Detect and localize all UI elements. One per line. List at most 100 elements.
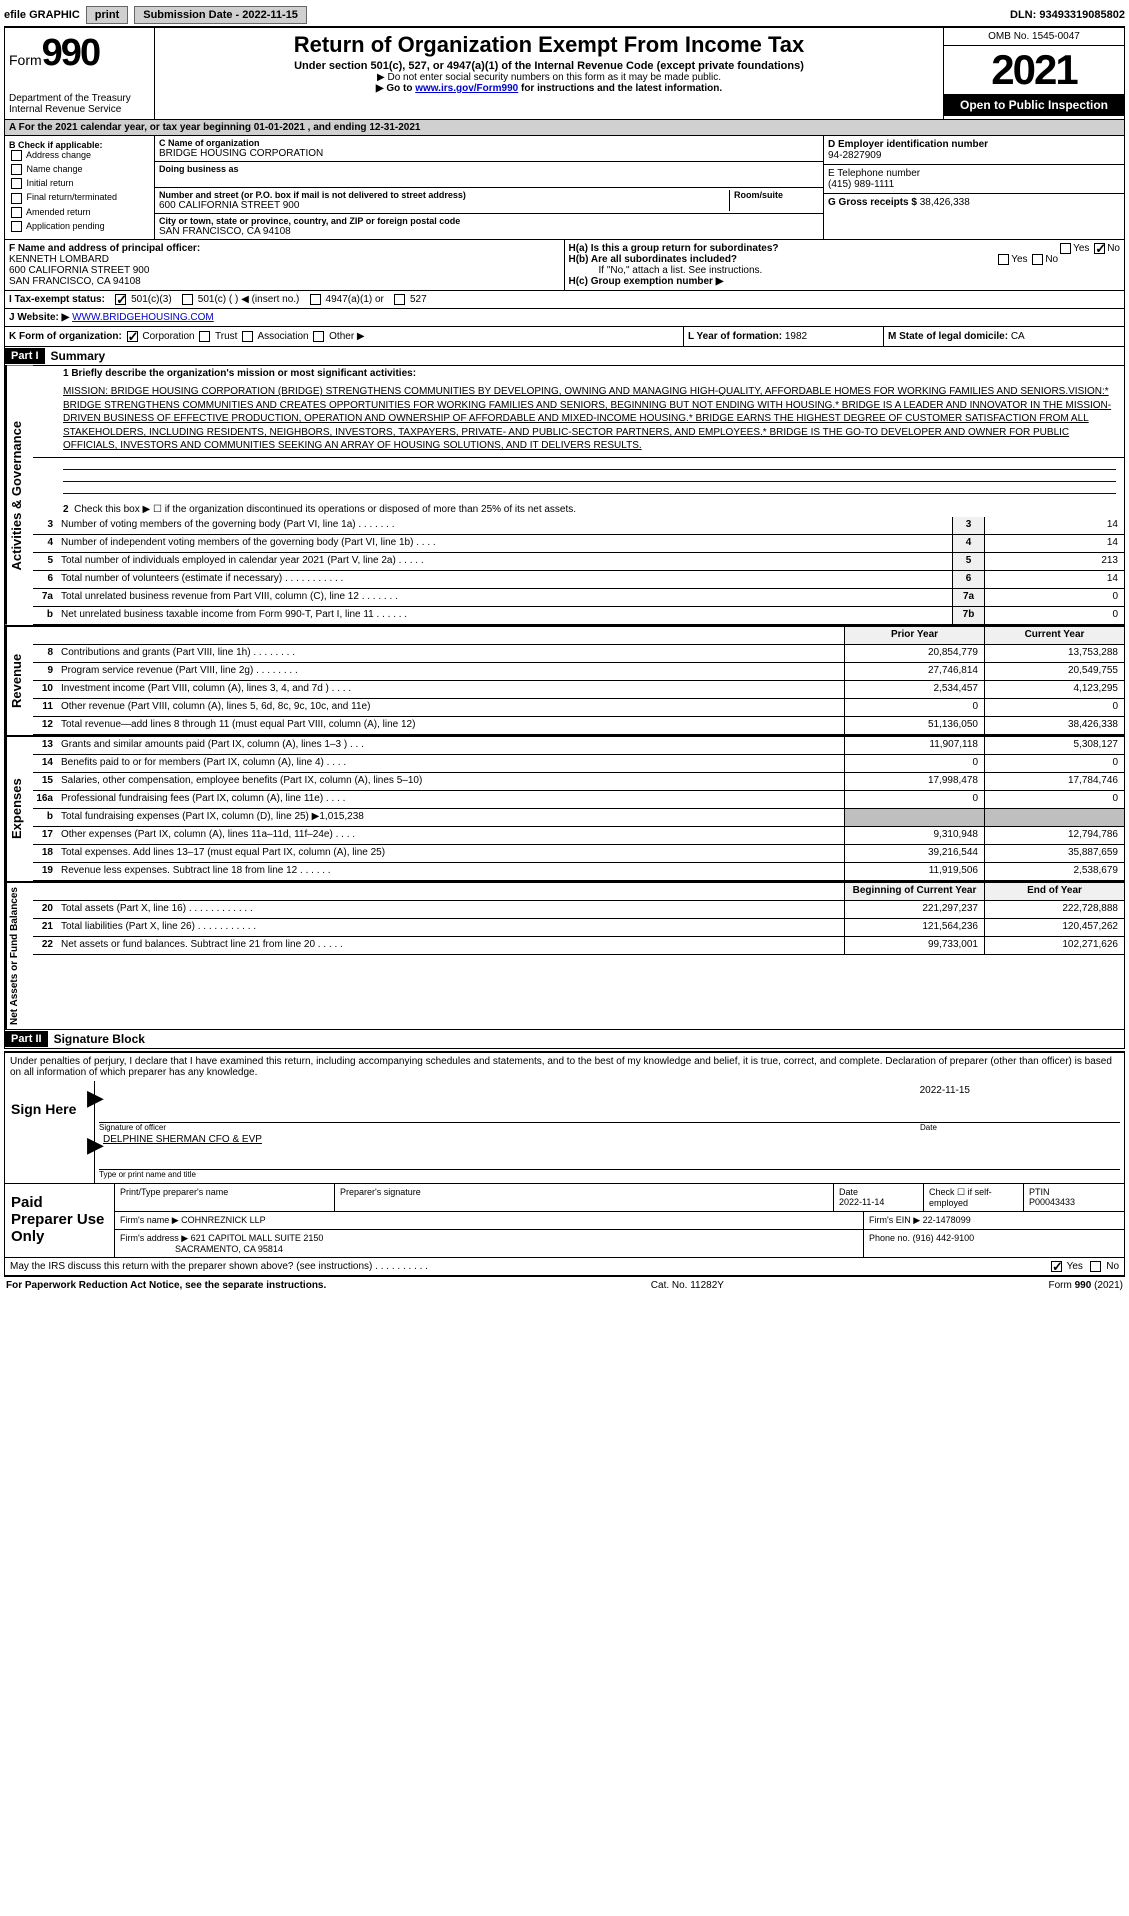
fh-block: F Name and address of principal officer:… [4,240,1125,291]
h-b: H(b) Are all subordinates included? Yes … [569,254,1121,265]
checkbox-icon[interactable] [1090,1261,1101,1272]
officer-printed-name: DELPHINE SHERMAN CFO & EVP [103,1134,262,1145]
officer-addr2: SAN FRANCISCO, CA 94108 [9,276,560,287]
phone-label: E Telephone number [828,168,1120,179]
part2-tag: Part II [5,1031,48,1047]
table-row: bTotal fundraising expenses (Part IX, co… [33,809,1124,827]
irs-link[interactable]: www.irs.gov/Form990 [415,83,518,94]
table-row: bNet unrelated business taxable income f… [33,607,1124,625]
arrow-icon: ▶ [87,1132,104,1158]
form-header: Form990 Department of the Treasury Inter… [4,28,1125,120]
box-c: C Name of organization BRIDGE HOUSING CO… [155,136,824,239]
section-governance: Activities & Governance 1 Briefly descri… [4,366,1125,627]
box-b-title: B Check if applicable: [9,140,150,150]
form-prefix: Form [9,52,42,68]
checkbox-icon[interactable] [115,294,126,305]
opt-initial-return: Initial return [9,178,150,189]
addr-label: Number and street (or P.O. box if mail i… [159,190,729,200]
box-b: B Check if applicable: Address change Na… [5,136,155,239]
ein-value: 94-2827909 [828,150,1120,161]
table-row: 6Total number of volunteers (estimate if… [33,571,1124,589]
box-k: K Form of organization: Corporation Trus… [5,327,684,346]
col-header: Prior Year Current Year [33,627,1124,645]
h-a: H(a) Is this a group return for subordin… [569,243,1121,254]
header-sub3: ▶ Go to www.irs.gov/Form990 for instruct… [165,83,933,94]
klm-row: K Form of organization: Corporation Trus… [4,327,1125,347]
city-label: City or town, state or province, country… [159,216,819,226]
checkbox-icon[interactable] [182,294,193,305]
gross-value: 38,426,338 [920,197,970,208]
sig-date-label: Date [920,1123,1120,1132]
checkbox-icon[interactable] [11,193,22,204]
h-note: If "No," attach a list. See instructions… [569,265,1121,276]
firm-addr-row: Firm's address ▶ 621 CAPITOL MALL SUITE … [115,1230,1124,1257]
part1-tag: Part I [5,348,45,364]
box-h: H(a) Is this a group return for subordin… [565,240,1125,290]
print-button[interactable]: print [86,6,128,24]
table-row: 9Program service revenue (Part VIII, lin… [33,663,1124,681]
sub3-post: for instructions and the latest informat… [518,83,722,94]
table-row: 20Total assets (Part X, line 16) . . . .… [33,901,1124,919]
footer-mid: Cat. No. 11282Y [651,1280,724,1291]
officer-addr1: 600 CALIFORNIA STREET 900 [9,265,560,276]
box-f: F Name and address of principal officer:… [5,240,565,290]
website-link[interactable]: WWW.BRIDGEHOUSING.COM [72,312,214,323]
header-sub2: ▶ Do not enter social security numbers o… [165,72,933,83]
box-m: M State of legal domicile: CA [884,327,1124,346]
name-label: Type or print name and title [99,1170,1120,1179]
begin-year-hdr: Beginning of Current Year [844,883,984,900]
line-2: 2 Check this box ▶ ☐ if the organization… [33,502,1124,517]
checkbox-icon[interactable] [11,150,22,161]
form-title: Return of Organization Exempt From Incom… [165,32,933,58]
form-number-block: Form990 [9,32,150,75]
opt-amended: Amended return [9,207,150,218]
name-label: C Name of organization [159,138,819,148]
checkbox-icon[interactable] [11,221,22,232]
ein-label: D Employer identification number [828,139,1120,150]
checkbox-icon[interactable] [310,294,321,305]
checkbox-icon[interactable] [394,294,405,305]
table-row: 22Net assets or fund balances. Subtract … [33,937,1124,955]
dept-label: Department of the Treasury [9,93,150,104]
table-row: 19Revenue less expenses. Subtract line 1… [33,863,1124,881]
checkbox-icon[interactable] [127,331,138,342]
part1-title: Summary [45,347,112,365]
checkbox-icon[interactable] [242,331,253,342]
current-year-hdr: Current Year [984,627,1124,644]
checkbox-icon[interactable] [11,178,22,189]
boxes-deg: D Employer identification number 94-2827… [824,136,1124,239]
header-left: Form990 Department of the Treasury Inter… [5,28,155,119]
website-label: J Website: ▶ [9,312,69,323]
checkbox-icon[interactable] [1094,243,1105,254]
header-sub1: Under section 501(c), 527, or 4947(a)(1)… [165,60,933,72]
box-i: I Tax-exempt status: 501(c)(3) 501(c) ( … [4,291,1125,309]
table-row: 7aTotal unrelated business revenue from … [33,589,1124,607]
checkbox-icon[interactable] [11,207,22,218]
page-footer: For Paperwork Reduction Act Notice, see … [4,1276,1125,1294]
org-city: SAN FRANCISCO, CA 94108 [159,226,819,237]
checkbox-icon[interactable] [313,331,324,342]
checkbox-icon[interactable] [998,254,1009,265]
table-row: 14Benefits paid to or for members (Part … [33,755,1124,773]
checkbox-icon[interactable] [1060,243,1071,254]
room-label: Room/suite [734,190,819,200]
box-f-label: F Name and address of principal officer: [9,243,560,254]
table-row: 13Grants and similar amounts paid (Part … [33,737,1124,755]
prep-header-row: Print/Type preparer's name Preparer's si… [115,1184,1124,1212]
table-row: 4Number of independent voting members of… [33,535,1124,553]
checkbox-icon[interactable] [1032,254,1043,265]
entity-block: B Check if applicable: Address change Na… [4,136,1125,240]
header-mid: Return of Organization Exempt From Incom… [155,28,944,119]
checkbox-icon[interactable] [199,331,210,342]
table-row: 11Other revenue (Part VIII, column (A), … [33,699,1124,717]
footer-right: Form 990 (2021) [1049,1280,1124,1291]
vside-revenue: Revenue [5,627,33,735]
omb-number: OMB No. 1545-0047 [944,28,1124,46]
checkbox-icon[interactable] [1051,1261,1062,1272]
tax-year: 2021 [944,46,1124,94]
checkbox-icon[interactable] [11,164,22,175]
phone-value: (415) 989-1111 [828,179,1120,190]
signature-block: Under penalties of perjury, I declare th… [4,1051,1125,1276]
submission-date-button[interactable]: Submission Date - 2022-11-15 [134,6,307,24]
opt-app-pending: Application pending [9,221,150,232]
